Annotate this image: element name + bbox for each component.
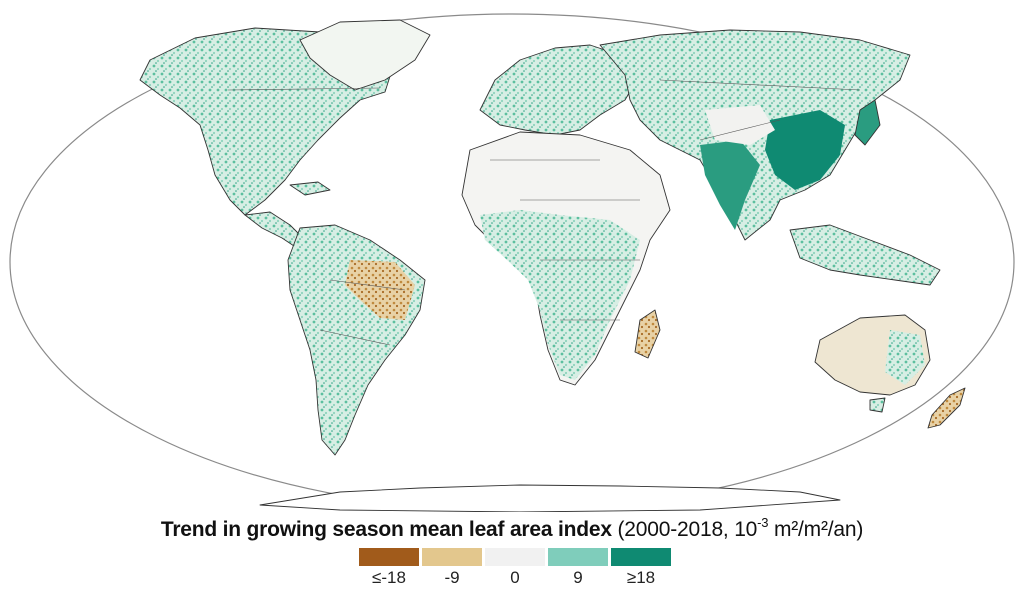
africa-central-greening [480, 210, 640, 380]
australia-east-greening [885, 330, 925, 385]
legend-label: 0 [510, 568, 520, 587]
caption-title: Trend in growing season mean leaf area i… [160, 518, 612, 541]
legend-swatch [611, 548, 671, 566]
caption-details-pre: (2000-2018, 10 [617, 518, 758, 541]
legend-label: -9 [444, 568, 460, 587]
caption-details-sup: -3 [757, 515, 769, 530]
madagascar [634, 309, 661, 359]
new-zealand [927, 387, 966, 429]
legend-label: ≥18 [626, 568, 656, 587]
legend-swatch [485, 548, 545, 566]
india-greening [700, 140, 760, 230]
greenland [299, 19, 431, 91]
caribbean [289, 181, 331, 196]
legend-label: ≤-18 [372, 568, 406, 587]
southeast-asia [789, 224, 941, 286]
legend-item: 9 [547, 548, 609, 592]
legend-swatch [359, 548, 419, 566]
tasmania [869, 397, 886, 413]
world-map [9, 13, 1015, 512]
japan [854, 99, 881, 146]
antarctica [259, 484, 841, 512]
brazil-browning [345, 260, 415, 320]
map-caption: Trend in growing season mean leaf area i… [0, 515, 1024, 542]
legend-item: -9 [421, 548, 483, 592]
caption-details-post: m²/m²/an) [768, 518, 864, 541]
legend-swatch [422, 548, 482, 566]
china-strong-greening [765, 110, 845, 190]
legend-item: 0 [484, 548, 546, 592]
legend-item: ≤-18 [358, 548, 420, 592]
legend-item: ≥18 [610, 548, 672, 592]
legend-label: 9 [573, 568, 583, 587]
tibet-plateau [705, 105, 775, 145]
legend-swatch [548, 548, 608, 566]
color-legend: ≤-18 -9 0 9 ≥18 [358, 548, 674, 592]
